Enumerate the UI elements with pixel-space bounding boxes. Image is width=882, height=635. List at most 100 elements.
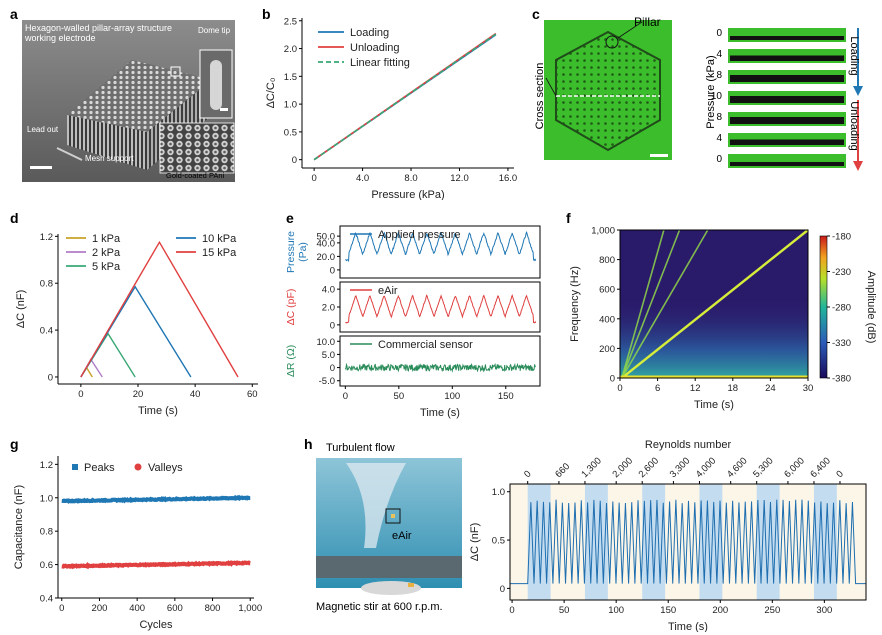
sem-title-line1: Hexagon-walled pillar-array structure <box>25 23 173 33</box>
eair-photo-label: eAir <box>392 530 412 542</box>
x-axis-title: Time (s) <box>138 405 178 417</box>
legend-marker <box>72 464 78 470</box>
spectrogram-harmonic-line <box>621 229 681 379</box>
panel-b-chart: 0 4.0 8.0 12.0 16.0 0 0.5 1.0 1.5 2.0 2.5 Loading Un… <box>265 16 517 200</box>
x-tick-label: 0 <box>617 383 622 394</box>
reynolds-tick-label: 2,000 <box>611 456 636 481</box>
magnetic-stir-label: Magnetic stir at 600 r.p.m. <box>316 601 443 613</box>
strip-pillar-band <box>730 55 844 61</box>
series-line-applied-pressure <box>345 230 537 263</box>
x-tick-label: 30 <box>803 383 814 394</box>
dome-tip-label: Dome tip <box>198 26 231 35</box>
series-valleys <box>61 560 251 570</box>
y-tick-label: 0 <box>330 265 335 276</box>
panel-label-a: a <box>10 6 18 22</box>
panel-e-chart: 0 20.0 40.050.0 Applied pressure Pressure (Pa… <box>285 225 541 419</box>
x-tick-label: 1,000 <box>238 603 262 614</box>
legend-label: Applied pressure <box>378 229 461 241</box>
c-pressure-value: 0 <box>716 28 722 39</box>
x-tick-label: 0 <box>59 603 64 614</box>
y-axis-title: ΔC (pF) <box>285 289 297 326</box>
y-tick-label: 20.0 <box>317 252 336 263</box>
y-tick-label: 0 <box>330 320 335 331</box>
strip-pillar-band <box>730 96 844 103</box>
colorbar-tick-label: -180 <box>832 232 851 243</box>
x-tick-label: 50 <box>394 391 405 402</box>
legend-label: 1 kPa <box>92 233 121 245</box>
reynolds-tick-label: 0 <box>834 469 846 481</box>
y-tick-label: 50.0 <box>317 232 336 243</box>
x-tick-label: 150 <box>660 605 676 616</box>
panel-label-b: b <box>262 6 271 22</box>
series-line-eair <box>345 293 537 324</box>
x-tick-label: 18 <box>728 383 739 394</box>
x-tick-label: 300 <box>816 605 832 616</box>
cross-section-strips <box>728 28 846 168</box>
colorbar-tick-label: -330 <box>832 338 851 349</box>
x-tick-label: 20 <box>133 389 144 400</box>
y-tick-label: -5.0 <box>319 376 335 387</box>
reynolds-shaded-band <box>584 484 608 600</box>
x-tick-label: 200 <box>712 605 728 616</box>
y-tick-label: 0.5 <box>284 127 297 138</box>
y-axis-title: ΔC (nF) <box>15 290 27 329</box>
x-tick-label: 50 <box>559 605 570 616</box>
panel-label-f: f <box>566 210 571 226</box>
x-tick-label: 400 <box>129 603 145 614</box>
x-axis-title: Time (s) <box>694 399 734 411</box>
legend-label: 15 kPa <box>202 247 237 259</box>
colorbar-tick-label: -380 <box>832 374 851 385</box>
strip-pillar-band <box>730 139 844 145</box>
y-tick-label: 0.4 <box>40 594 53 605</box>
y-tick-label: 600 <box>599 285 615 296</box>
y-axis-title: Capacitance (nF) <box>13 485 25 569</box>
subplot-frame <box>339 335 541 387</box>
panel-label-d: d <box>10 210 19 226</box>
y-tick-label: 4.0 <box>322 285 335 296</box>
y-tick-label: 0.4 <box>40 326 53 337</box>
panel-h-chart: 0 50 100 150 200 250 300 0 0.5 1.0 0 660 1,300 2,000 2… <box>469 439 867 632</box>
legend-label: Peaks <box>84 462 115 474</box>
y-tick-label: 2.0 <box>284 44 297 55</box>
y-axis-title: ΔR (Ω) <box>285 345 297 377</box>
y-axis-title: Frequency (Hz) <box>569 266 581 342</box>
y-tick-label: 2.5 <box>284 16 297 27</box>
x-tick-label: 200 <box>92 603 108 614</box>
y-axis-title: ΔC (nF) <box>469 523 481 562</box>
y-tick-label: 0 <box>48 372 53 383</box>
series-peaks <box>61 494 251 504</box>
x-tick-label: 0 <box>343 391 348 402</box>
plot-frame <box>509 483 867 601</box>
tank-photo-svg <box>316 458 462 595</box>
y-tick-label: 1.0 <box>40 493 53 504</box>
reynolds-tick-label: 3,300 <box>668 456 693 481</box>
y-tick-label: 0 <box>330 363 335 374</box>
y-tick-label: 0 <box>500 584 505 595</box>
legend-label: eAir <box>378 285 398 297</box>
x-tick-label: 8.0 <box>404 173 417 184</box>
y-tick-label: 0.8 <box>40 279 53 290</box>
x-axis-title: Pressure (kPa) <box>371 189 444 200</box>
panel-label-h: h <box>304 436 313 452</box>
y-tick-label: 0 <box>292 155 297 166</box>
x-tick-label: 12.0 <box>450 173 469 184</box>
reynolds-tick-label: 660 <box>553 461 572 480</box>
c-pressure-value: 10 <box>710 91 722 102</box>
reynolds-title: Reynolds number <box>645 439 732 451</box>
legend-label: Commercial sensor <box>378 339 473 351</box>
x-tick-label: 0 <box>311 173 316 184</box>
y-axis-title: (Pa) <box>297 242 309 262</box>
y-tick-label: 1,000 <box>591 226 615 237</box>
x-tick-label: 4.0 <box>356 173 369 184</box>
x-tick-label: 40 <box>190 389 201 400</box>
x-tick-label: 12 <box>690 383 701 394</box>
colorbar-tick-label: -280 <box>832 303 851 314</box>
lead-out-label: Lead out <box>27 125 59 134</box>
loading-label: Loading <box>848 36 860 76</box>
x-tick-label: 24 <box>765 383 776 394</box>
panel-g-chart: 0 200 400 600 800 1,000 0.4 0.6 0.8 1.0 1.2 Peaks Va… <box>13 456 262 631</box>
legend-label: 10 kPa <box>202 233 237 245</box>
y-tick-label: 1.0 <box>492 487 505 498</box>
c-pressure-value: 0 <box>716 154 722 165</box>
legend-label: Loading <box>350 27 389 39</box>
